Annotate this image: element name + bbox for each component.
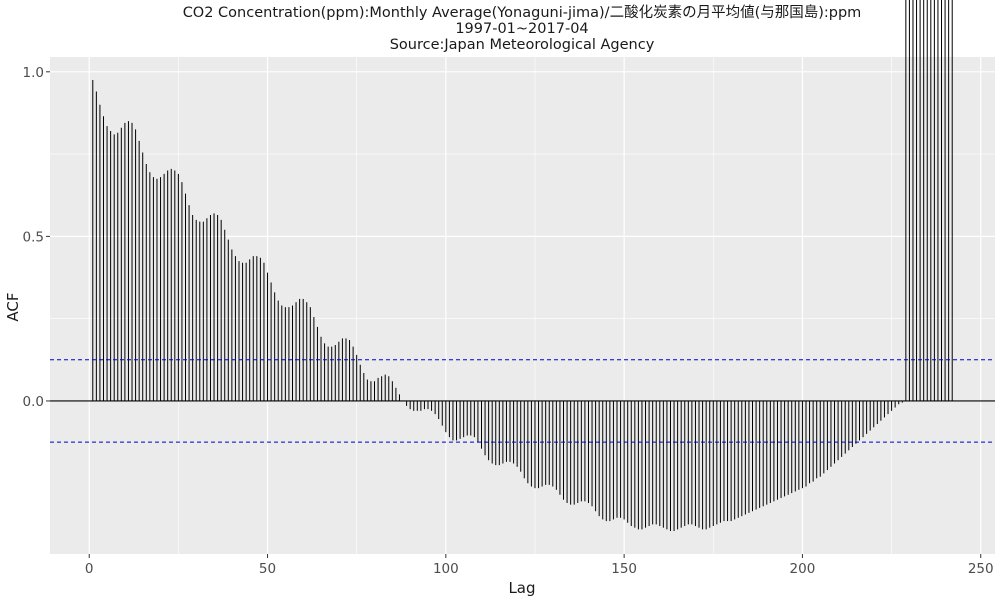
y-tick-label: 1.0 [23, 65, 44, 81]
x-tick-label: 150 [611, 561, 637, 577]
acf-bars [92, 0, 953, 531]
chart-title: CO2 Concentration(ppm):Monthly Average(Y… [182, 5, 862, 21]
x-tick-label: 100 [433, 561, 459, 577]
reference-lines [50, 359, 995, 443]
y-axis-title: ACF [4, 292, 22, 321]
x-tick-label: 0 [85, 561, 94, 577]
y-tick-label: 0.0 [23, 394, 44, 410]
x-axis-title: Lag [508, 579, 535, 597]
x-tick-label: 250 [968, 561, 994, 577]
chart-source: Source:Japan Meteorological Agency [389, 37, 655, 53]
x-tick-label: 200 [790, 561, 816, 577]
axis-ticks: 0 50 100 150 200 250 1.0 0.5 0.0 [23, 65, 994, 577]
chart-subtitle: 1997-01~2017-04 [455, 21, 589, 37]
y-tick-label: 0.5 [23, 229, 44, 245]
plot-panel [50, 57, 995, 554]
x-tick-label: 50 [259, 561, 276, 577]
